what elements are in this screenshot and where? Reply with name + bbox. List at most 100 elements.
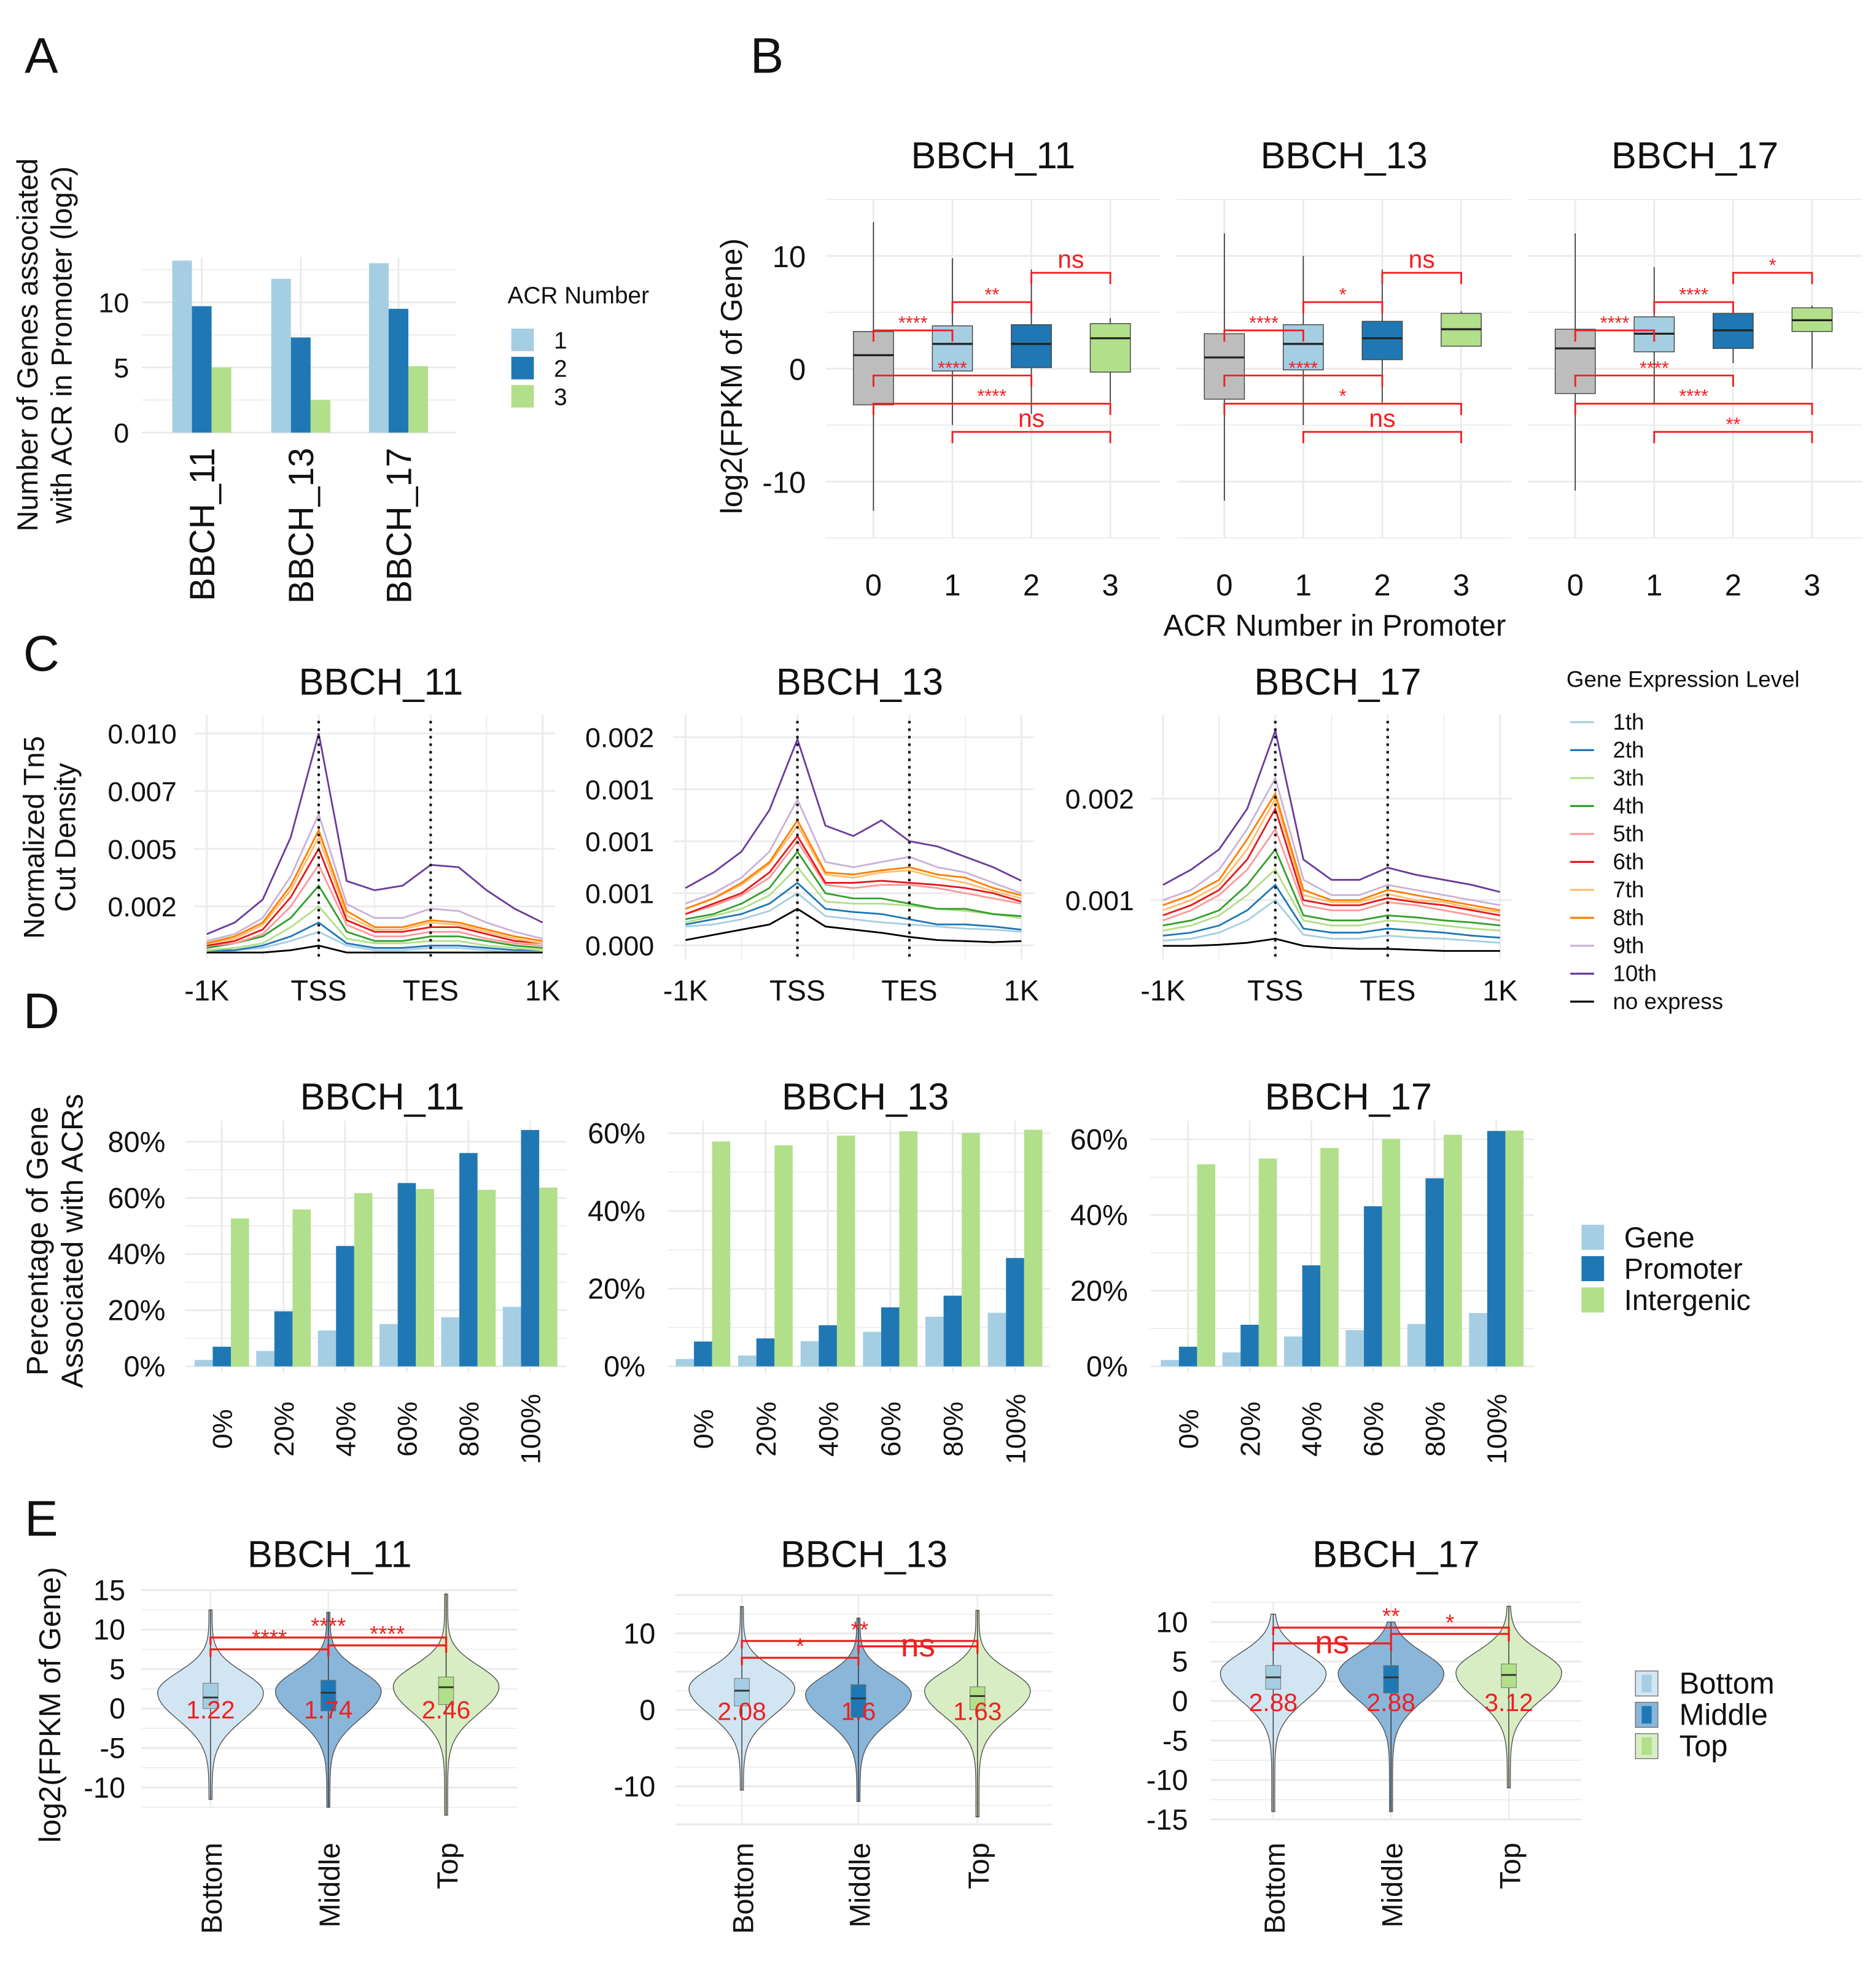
bar	[675, 1359, 695, 1367]
profile-line-2th	[685, 881, 1022, 931]
legend-label: 10th	[1613, 961, 1656, 986]
significance-bracket	[1223, 402, 1462, 415]
x-tick-label: 100%	[1481, 1394, 1512, 1464]
significance-bracket	[951, 431, 1111, 443]
x-tick-label: TSS	[290, 975, 346, 1007]
y-tick-label: 0	[639, 1694, 655, 1726]
profile-line-3th	[685, 865, 1022, 924]
panel-label-b: B	[750, 28, 784, 84]
y-tick-label: 5	[109, 1653, 125, 1685]
y-tick-label: 0.000	[585, 930, 654, 961]
bar	[756, 1338, 775, 1367]
x-tick-label: -1K	[663, 975, 708, 1007]
x-tick-label: 3	[1804, 569, 1820, 602]
x-tick-label: 40%	[812, 1402, 844, 1457]
x-tick-label: 20%	[268, 1402, 300, 1457]
bar	[1258, 1158, 1277, 1367]
legend-label: 9th	[1613, 933, 1644, 958]
legend-label: Promoter	[1624, 1253, 1743, 1285]
significance-bracket	[1223, 329, 1304, 342]
significance-bracket	[1223, 374, 1384, 387]
y-tick-label: 60%	[1070, 1123, 1128, 1155]
x-tick-label: 20%	[1234, 1402, 1266, 1457]
bar	[292, 1209, 311, 1367]
mean-label: 1.74	[304, 1696, 352, 1724]
significance-label: ****	[1600, 313, 1630, 333]
bar	[712, 1141, 731, 1367]
profile-line-3th	[1162, 868, 1500, 932]
bar	[1240, 1324, 1259, 1367]
legend-label: 1th	[1613, 709, 1644, 735]
profile-line-4th	[206, 884, 543, 949]
y-tick-label: 0.005	[107, 833, 176, 865]
significance-bracket	[1574, 402, 1813, 415]
legend-key	[511, 329, 534, 351]
profile-line-10th	[206, 733, 543, 935]
significance-bracket	[1381, 271, 1462, 284]
y-tick-label: 10	[1156, 1606, 1188, 1638]
x-tick-label: 1	[1295, 569, 1312, 602]
bar	[1006, 1258, 1024, 1367]
y-tick-label: 80%	[107, 1126, 165, 1158]
significance-bracket	[1653, 431, 1813, 443]
legend-key	[511, 384, 534, 408]
bar	[416, 1188, 434, 1367]
profile-line-3th	[206, 905, 543, 951]
y-axis-title: Number of Genes associated	[12, 158, 44, 532]
x-tick-label: 80%	[938, 1402, 969, 1457]
y-tick-label: 20%	[588, 1273, 645, 1305]
x-tick-label: 1	[944, 569, 960, 602]
y-tick-label: -10	[762, 466, 806, 499]
y-axis-title: Percentage of Gene	[21, 1107, 55, 1376]
x-tick-label: 0%	[688, 1409, 719, 1449]
profile-line-1th	[685, 892, 1022, 933]
x-tick-label: 0	[1216, 569, 1232, 602]
significance-bracket	[872, 402, 1111, 415]
bar	[271, 278, 291, 433]
x-tick-label: 3	[1102, 569, 1118, 602]
y-tick-label: 5	[1172, 1646, 1188, 1678]
legend-key	[511, 356, 534, 380]
x-tick-label: 1	[1646, 569, 1662, 602]
legend-key-box	[1641, 1737, 1652, 1755]
profile-line-9th	[1162, 776, 1501, 907]
x-tick-label: 1K	[1004, 975, 1039, 1007]
legend-label: 5th	[1613, 821, 1644, 846]
significance-label: *	[1339, 284, 1347, 305]
x-tick-label: -1K	[184, 975, 229, 1007]
profile-line-7th	[685, 824, 1022, 910]
significance-bracket	[1272, 1626, 1510, 1636]
y-tick-label: 0%	[604, 1351, 645, 1382]
x-tick-label: Top	[1494, 1842, 1526, 1889]
x-tick-label: TSS	[769, 975, 825, 1007]
y-tick-label: 40%	[588, 1195, 645, 1227]
bar	[336, 1246, 354, 1367]
profile-line-2th	[1162, 883, 1500, 939]
panel-label-d: D	[23, 983, 60, 1039]
y-tick-label: 5	[114, 353, 129, 384]
y-tick-label: 10	[93, 1614, 125, 1646]
bar	[774, 1145, 793, 1367]
legend-label: 4th	[1613, 794, 1644, 819]
legend-key-box	[1641, 1674, 1652, 1693]
x-tick-label: Middle	[314, 1842, 346, 1927]
bar	[863, 1332, 881, 1367]
bar	[1178, 1346, 1197, 1367]
profile-line-2th	[206, 921, 543, 951]
x-tick-label: 2	[1725, 569, 1742, 602]
x-tick-label: 0	[1567, 569, 1584, 602]
bar	[172, 260, 192, 433]
bar	[899, 1131, 918, 1367]
bar	[459, 1153, 478, 1367]
legend-title: ACR Number	[508, 283, 650, 309]
y-tick-label: 0.007	[107, 776, 176, 807]
bar	[1197, 1164, 1216, 1367]
y-tick-label: 10	[623, 1618, 655, 1650]
y-axis-title: with ACR in Promoter (log2)	[45, 166, 77, 524]
x-tick-label: 40%	[1296, 1402, 1328, 1457]
bar	[441, 1317, 460, 1367]
significance-bracket	[1574, 374, 1734, 387]
box	[438, 1676, 454, 1705]
y-tick-label: 60%	[588, 1118, 645, 1150]
bar	[962, 1133, 980, 1367]
